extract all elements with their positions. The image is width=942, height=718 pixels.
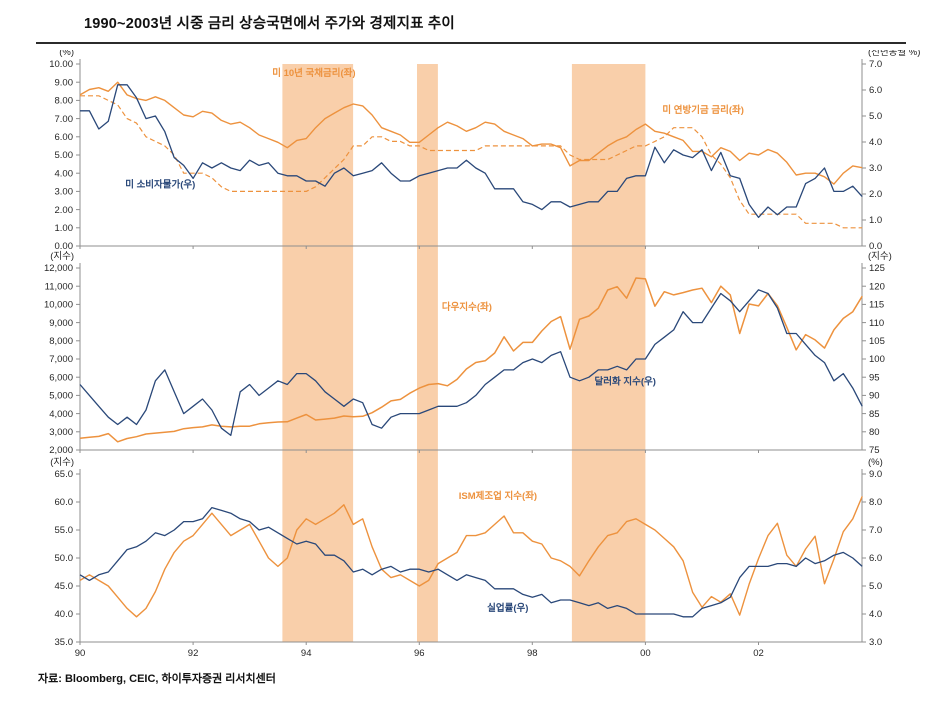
left-tick-label: 55.0 xyxy=(55,525,74,536)
left-tick-label: 9.00 xyxy=(55,77,74,88)
right-tick-label: 7.0 xyxy=(869,525,882,536)
right-tick-label: 0.0 xyxy=(869,241,882,252)
left-tick-label: 6.00 xyxy=(55,132,74,143)
series-dollar-index xyxy=(79,289,863,437)
left-tick-label: 35.0 xyxy=(55,637,74,648)
chart-panel-3: 35.0 40.0 45.0 50.0 55.0 60.0 65.0 3.0 4.0 5.0 6.0… xyxy=(50,457,883,648)
right-tick-label: 110 xyxy=(869,318,884,329)
left-tick-label: 12,000 xyxy=(44,263,73,274)
series-label: 달러화 지수(우) xyxy=(595,376,656,388)
chart-area: 0.00 1.00 2.00 3.00 4.00 5.00 6.00 7.00 8.00 9.00… xyxy=(0,50,942,668)
left-tick-label: 1.00 xyxy=(55,223,74,234)
left-tick-label: 4.00 xyxy=(55,168,74,179)
right-tick-label: 4.0 xyxy=(869,137,882,148)
chart-panel-2: 2,000 3,000 4,000 5,000 6,000 7,000 8,000 9,000… xyxy=(44,251,892,456)
x-axis-labels: 90 92 94 96 98 00 02 xyxy=(75,648,764,659)
rate-rise-band xyxy=(282,64,354,642)
left-tick-label: 10,000 xyxy=(44,300,73,311)
chart-header: 1990~2003년 시중 금리 상승국면에서 주가와 경제지표 추이 xyxy=(36,12,906,44)
series-fed-funds-rate xyxy=(80,95,863,229)
left-tick-label: 5.00 xyxy=(55,150,74,161)
right-tick-label: 85 xyxy=(869,409,880,420)
right-tick-label: 1.0 xyxy=(869,215,882,226)
series-label: 미 10년 국채금리(좌) xyxy=(272,67,355,79)
series-label: 미 연방기금 금리(좌) xyxy=(662,104,744,116)
series-us-10y-treasury xyxy=(79,81,863,185)
right-tick-label: 115 xyxy=(869,300,884,311)
series-ism-manufacturing xyxy=(79,496,863,618)
x-tick-label: 92 xyxy=(188,648,199,659)
right-tick-label: 9.0 xyxy=(869,469,882,480)
right-tick-label: 3.0 xyxy=(869,637,882,648)
right-tick-label: 5.0 xyxy=(869,581,882,592)
rate-rise-band xyxy=(571,64,646,642)
right-tick-label: 5.0 xyxy=(869,111,882,122)
report-page: 1990~2003년 시중 금리 상승국면에서 주가와 경제지표 추이 0.00… xyxy=(0,12,942,686)
left-tick-label: 11,000 xyxy=(45,281,73,292)
left-tick-label: 9,000 xyxy=(49,318,73,329)
x-tick-label: 90 xyxy=(75,648,86,659)
right-tick-label: 125 xyxy=(869,263,885,274)
right-axis-unit: (전년동월 %) xyxy=(868,50,920,58)
left-tick-label: 4,000 xyxy=(49,409,73,420)
right-tick-label: 80 xyxy=(869,427,880,438)
x-tick-label: 02 xyxy=(753,648,764,659)
left-tick-label: 6,000 xyxy=(49,372,73,383)
series-label: 미 소비자물가(우) xyxy=(125,179,195,191)
x-tick-label: 94 xyxy=(301,648,312,659)
right-tick-label: 120 xyxy=(869,281,885,292)
chart-title: 1990~2003년 시중 금리 상승국면에서 주가와 경제지표 추이 xyxy=(84,16,455,32)
right-tick-label: 90 xyxy=(869,391,880,402)
left-axis-unit: (지수) xyxy=(50,457,74,468)
right-tick-label: 3.0 xyxy=(869,163,882,174)
series-unemployment-rate xyxy=(79,506,863,618)
right-tick-label: 6.0 xyxy=(869,85,882,96)
series-label: 다우지수(좌) xyxy=(442,301,492,313)
right-tick-label: 105 xyxy=(869,336,885,347)
series-dow-jones-index xyxy=(79,277,863,443)
series-label: 실업률(우) xyxy=(487,602,528,614)
rate-rise-bands xyxy=(282,64,646,642)
right-tick-label: 75 xyxy=(869,445,880,456)
left-tick-label: 3.00 xyxy=(55,187,74,198)
left-tick-label: 8.00 xyxy=(55,96,74,107)
right-axis-unit: (지수) xyxy=(868,251,892,262)
left-tick-label: 60.0 xyxy=(55,497,74,508)
left-tick-label: 0.00 xyxy=(55,241,74,252)
right-tick-label: 7.0 xyxy=(869,59,882,70)
right-tick-label: 2.0 xyxy=(869,189,882,200)
left-axis-unit: (지수) xyxy=(50,251,74,262)
chart-panel-1: 0.00 1.00 2.00 3.00 4.00 5.00 6.00 7.00 8.00 9.00… xyxy=(49,50,920,252)
x-tick-label: 00 xyxy=(640,648,651,659)
left-tick-label: 45.0 xyxy=(55,581,74,592)
chart-canvas: 0.001.002.003.004.005.006.007.008.009.00… xyxy=(44,50,920,659)
right-tick-label: 100 xyxy=(869,354,885,365)
right-tick-label: 6.0 xyxy=(869,553,882,564)
right-tick-label: 8.0 xyxy=(869,497,882,508)
left-tick-label: 7.00 xyxy=(55,114,74,125)
x-tick-label: 98 xyxy=(527,648,538,659)
right-axis-unit: (%) xyxy=(868,457,883,468)
series-us-cpi-yoy xyxy=(80,84,863,219)
series-label: ISM제조업 지수(좌) xyxy=(459,490,537,502)
x-tick-label: 96 xyxy=(414,648,425,659)
source-note: 자료: Bloomberg, CEIC, 하이투자증권 리서치센터 xyxy=(38,673,276,685)
left-axis-unit: (%) xyxy=(59,50,74,58)
rate-rise-band xyxy=(417,64,438,642)
left-tick-label: 3,000 xyxy=(49,427,73,438)
left-tick-label: 5,000 xyxy=(49,391,73,402)
left-tick-label: 2,000 xyxy=(49,445,73,456)
left-tick-label: 40.0 xyxy=(55,609,74,620)
left-tick-label: 10.00 xyxy=(49,59,73,70)
right-tick-label: 95 xyxy=(869,372,880,383)
right-tick-label: 4.0 xyxy=(869,609,882,620)
left-tick-label: 65.0 xyxy=(55,469,74,480)
left-tick-label: 2.00 xyxy=(55,205,74,216)
left-tick-label: 7,000 xyxy=(49,354,73,365)
left-tick-label: 8,000 xyxy=(49,336,73,347)
left-tick-label: 50.0 xyxy=(55,553,74,564)
